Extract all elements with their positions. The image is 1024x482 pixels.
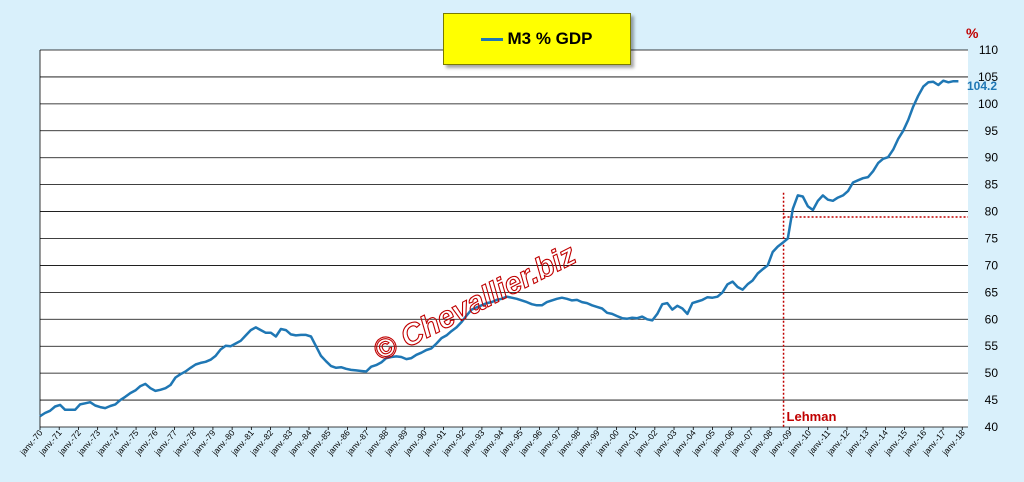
last-value-label: 104.2: [967, 79, 997, 93]
y-tick-label: 105: [978, 70, 998, 84]
y-tick-label: 55: [985, 339, 999, 353]
legend-line-swatch: [481, 37, 504, 41]
y-tick-label: 65: [985, 285, 999, 299]
y-tick-label: 60: [985, 312, 999, 326]
y-tick-label: 80: [985, 205, 999, 219]
y-axis-unit-label: %: [966, 25, 979, 41]
y-tick-label: 45: [985, 393, 999, 407]
annotations: [782, 192, 968, 427]
y-tick-label: 110: [979, 43, 998, 57]
legend: M3 % GDP: [443, 13, 631, 65]
y-tick-label: 95: [985, 124, 999, 138]
y-tick-label: 75: [985, 232, 999, 246]
lehman-label: Lehman: [787, 409, 837, 424]
y-axis-ticks: 40 45 50 55 60 65 70 75 80 85 90 95 100 105 110: [978, 43, 998, 434]
series-line-m3-gdp: [39, 79, 959, 418]
y-tick-label: 40: [985, 420, 999, 434]
y-tick-label: 100: [978, 97, 998, 111]
y-tick-label: 70: [985, 258, 999, 272]
legend-label: M3 % GDP: [507, 29, 593, 48]
y-tick-label: 85: [985, 178, 999, 192]
y-tick-label: 90: [985, 151, 999, 165]
x-axis-ticks: janv.-70janv.-71janv.-72janv.-73janv.-74…: [17, 427, 967, 458]
y-tick-label: 50: [985, 366, 999, 380]
